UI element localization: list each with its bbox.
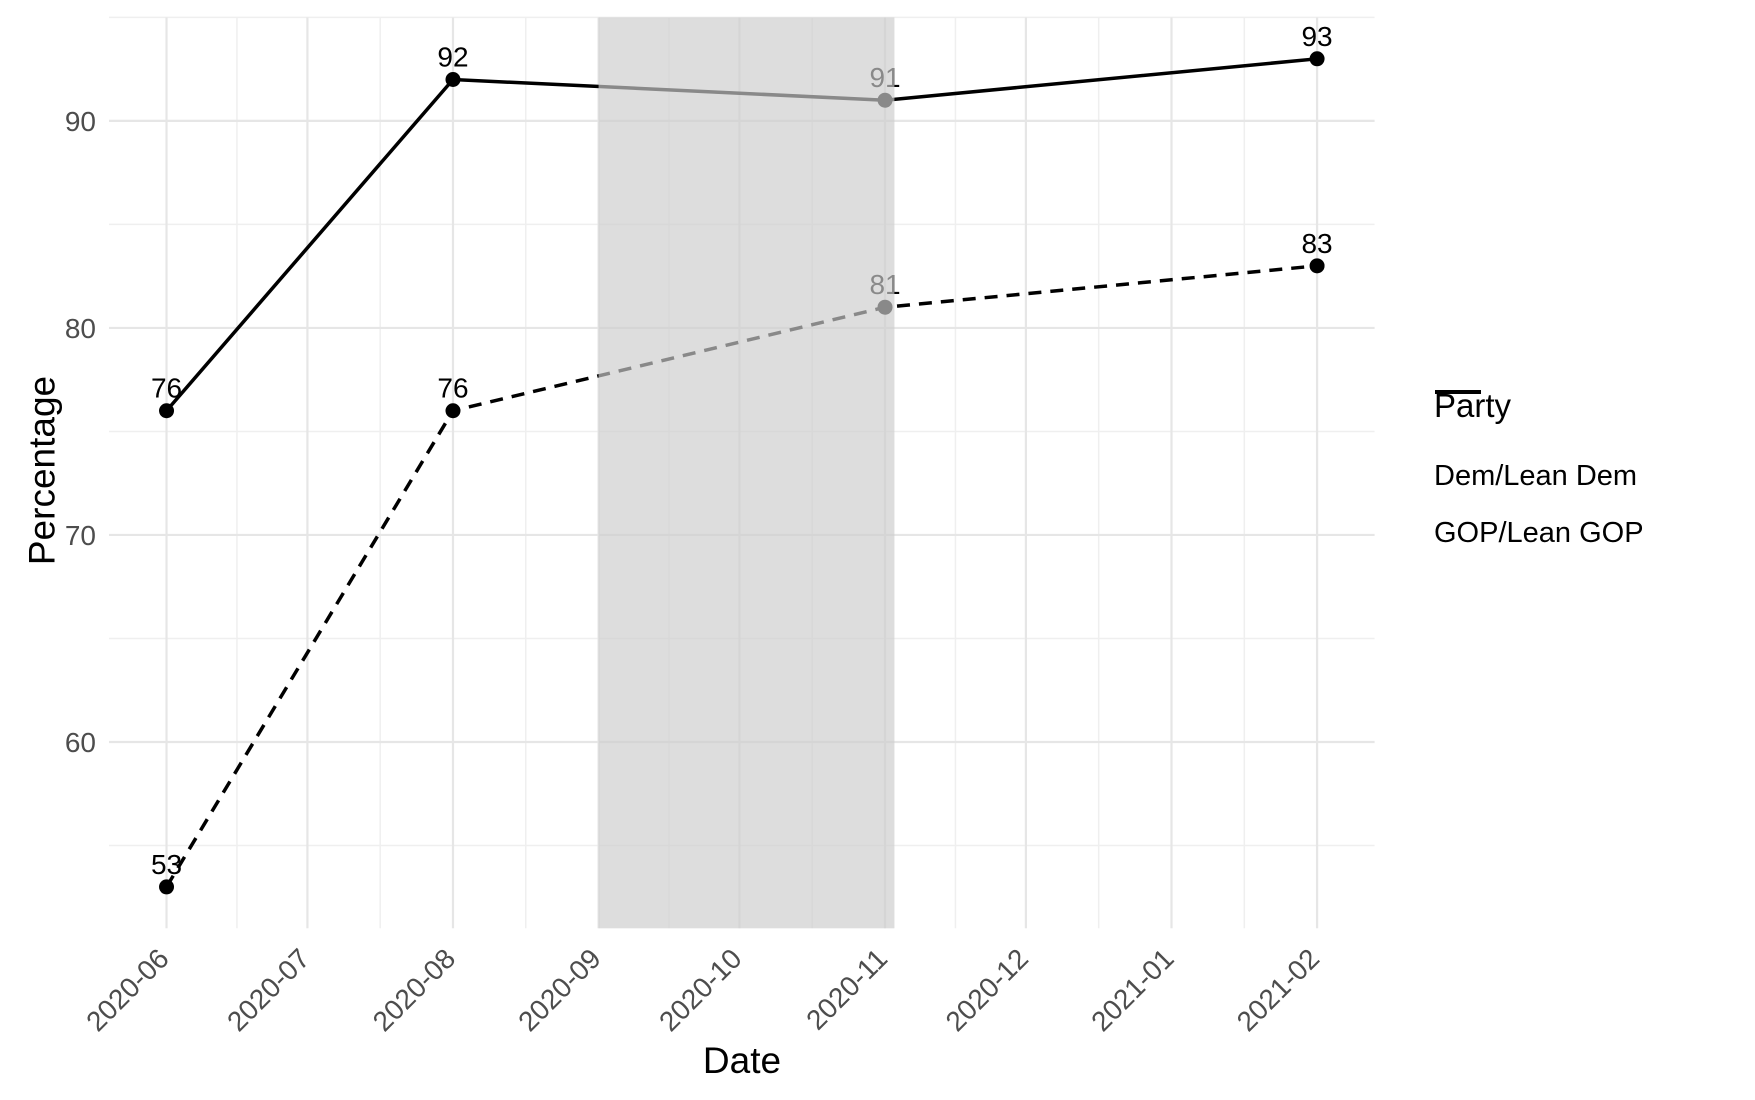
x-tick-label: 2020-11 bbox=[800, 943, 893, 1036]
data-point bbox=[159, 403, 175, 419]
y-tick-label: 60 bbox=[65, 727, 96, 758]
data-point bbox=[159, 879, 175, 895]
data-point-label: 76 bbox=[437, 373, 468, 404]
data-point-label: 93 bbox=[1301, 21, 1332, 52]
y-tick-label: 90 bbox=[65, 106, 96, 137]
x-tick-label: 2020-08 bbox=[367, 943, 462, 1038]
data-point-label: 53 bbox=[151, 849, 182, 880]
x-tick-label: 2020-10 bbox=[653, 943, 748, 1038]
x-tick-label: 2020-12 bbox=[940, 943, 1035, 1038]
data-point-label: 92 bbox=[437, 42, 468, 73]
y-axis-title: Percentage bbox=[21, 375, 63, 566]
y-tick-label: 80 bbox=[65, 313, 96, 344]
legend-item-label: GOP/Lean GOP bbox=[1434, 516, 1644, 549]
x-tick-label: 2021-01 bbox=[1085, 943, 1180, 1038]
legend-item-label: Dem/Lean Dem bbox=[1434, 459, 1638, 492]
legend: Party Dem/Lean Dem GOP/Lean GOP bbox=[1434, 386, 1644, 562]
data-point bbox=[445, 403, 461, 419]
data-point bbox=[1309, 51, 1325, 67]
shaded-period-band bbox=[598, 17, 895, 929]
y-tick-label: 70 bbox=[65, 520, 96, 551]
x-tick-label: 2020-07 bbox=[221, 943, 316, 1038]
legend-items: Dem/Lean Dem GOP/Lean GOP bbox=[1434, 390, 1644, 562]
x-tick-label: 2020-06 bbox=[80, 943, 175, 1038]
x-tick-label: 2021-02 bbox=[1231, 943, 1326, 1038]
x-axis-title: Date bbox=[702, 1040, 782, 1081]
dashed-line-swatch-icon bbox=[1435, 390, 1481, 394]
legend-item: GOP/Lean GOP bbox=[1434, 390, 1644, 562]
data-point bbox=[1309, 258, 1325, 274]
legend-item: Dem/Lean Dem bbox=[1434, 390, 1644, 505]
data-point bbox=[445, 72, 461, 88]
data-point-label: 76 bbox=[151, 373, 182, 404]
data-point-label: 83 bbox=[1301, 228, 1332, 259]
x-tick-label: 2020-09 bbox=[512, 943, 607, 1038]
